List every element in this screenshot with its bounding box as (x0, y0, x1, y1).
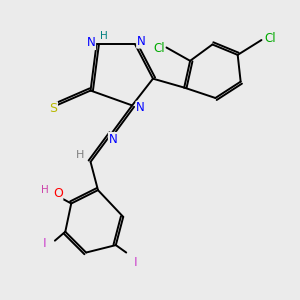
Text: N: N (136, 101, 145, 114)
Text: N: N (109, 133, 117, 146)
Text: N: N (137, 35, 146, 48)
Text: Cl: Cl (265, 32, 276, 45)
Text: H: H (76, 150, 84, 161)
Text: I: I (43, 237, 46, 250)
Text: H: H (100, 31, 108, 41)
Text: H: H (40, 185, 48, 195)
Text: Cl: Cl (153, 42, 165, 56)
Text: I: I (133, 256, 137, 269)
Text: S: S (50, 102, 57, 115)
Text: N: N (87, 37, 95, 50)
Text: O: O (53, 187, 63, 200)
